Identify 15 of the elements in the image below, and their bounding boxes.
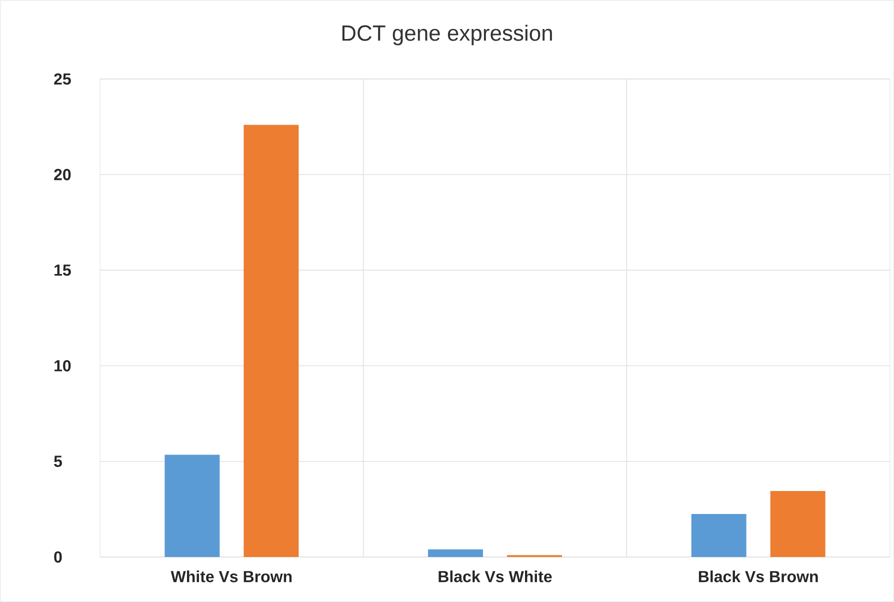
y-tick-label: 25 [54, 73, 71, 85]
x-tick-label: Black Vs White [438, 570, 552, 582]
bar [691, 514, 746, 557]
y-tick-label: 15 [54, 264, 71, 276]
y-tick-label: 10 [54, 360, 71, 372]
bar [770, 491, 826, 557]
y-tick-label: 5 [54, 456, 62, 467]
chart-title: DCT gene expression [342, 24, 552, 46]
bar [428, 549, 484, 557]
y-tick-label: 20 [54, 168, 71, 180]
x-tick-label: White Vs Brown [170, 570, 292, 582]
x-tick-label: Black Vs Brown [698, 570, 818, 582]
y-tick-label: 0 [54, 551, 62, 563]
bar [164, 454, 220, 557]
bar [244, 124, 299, 557]
